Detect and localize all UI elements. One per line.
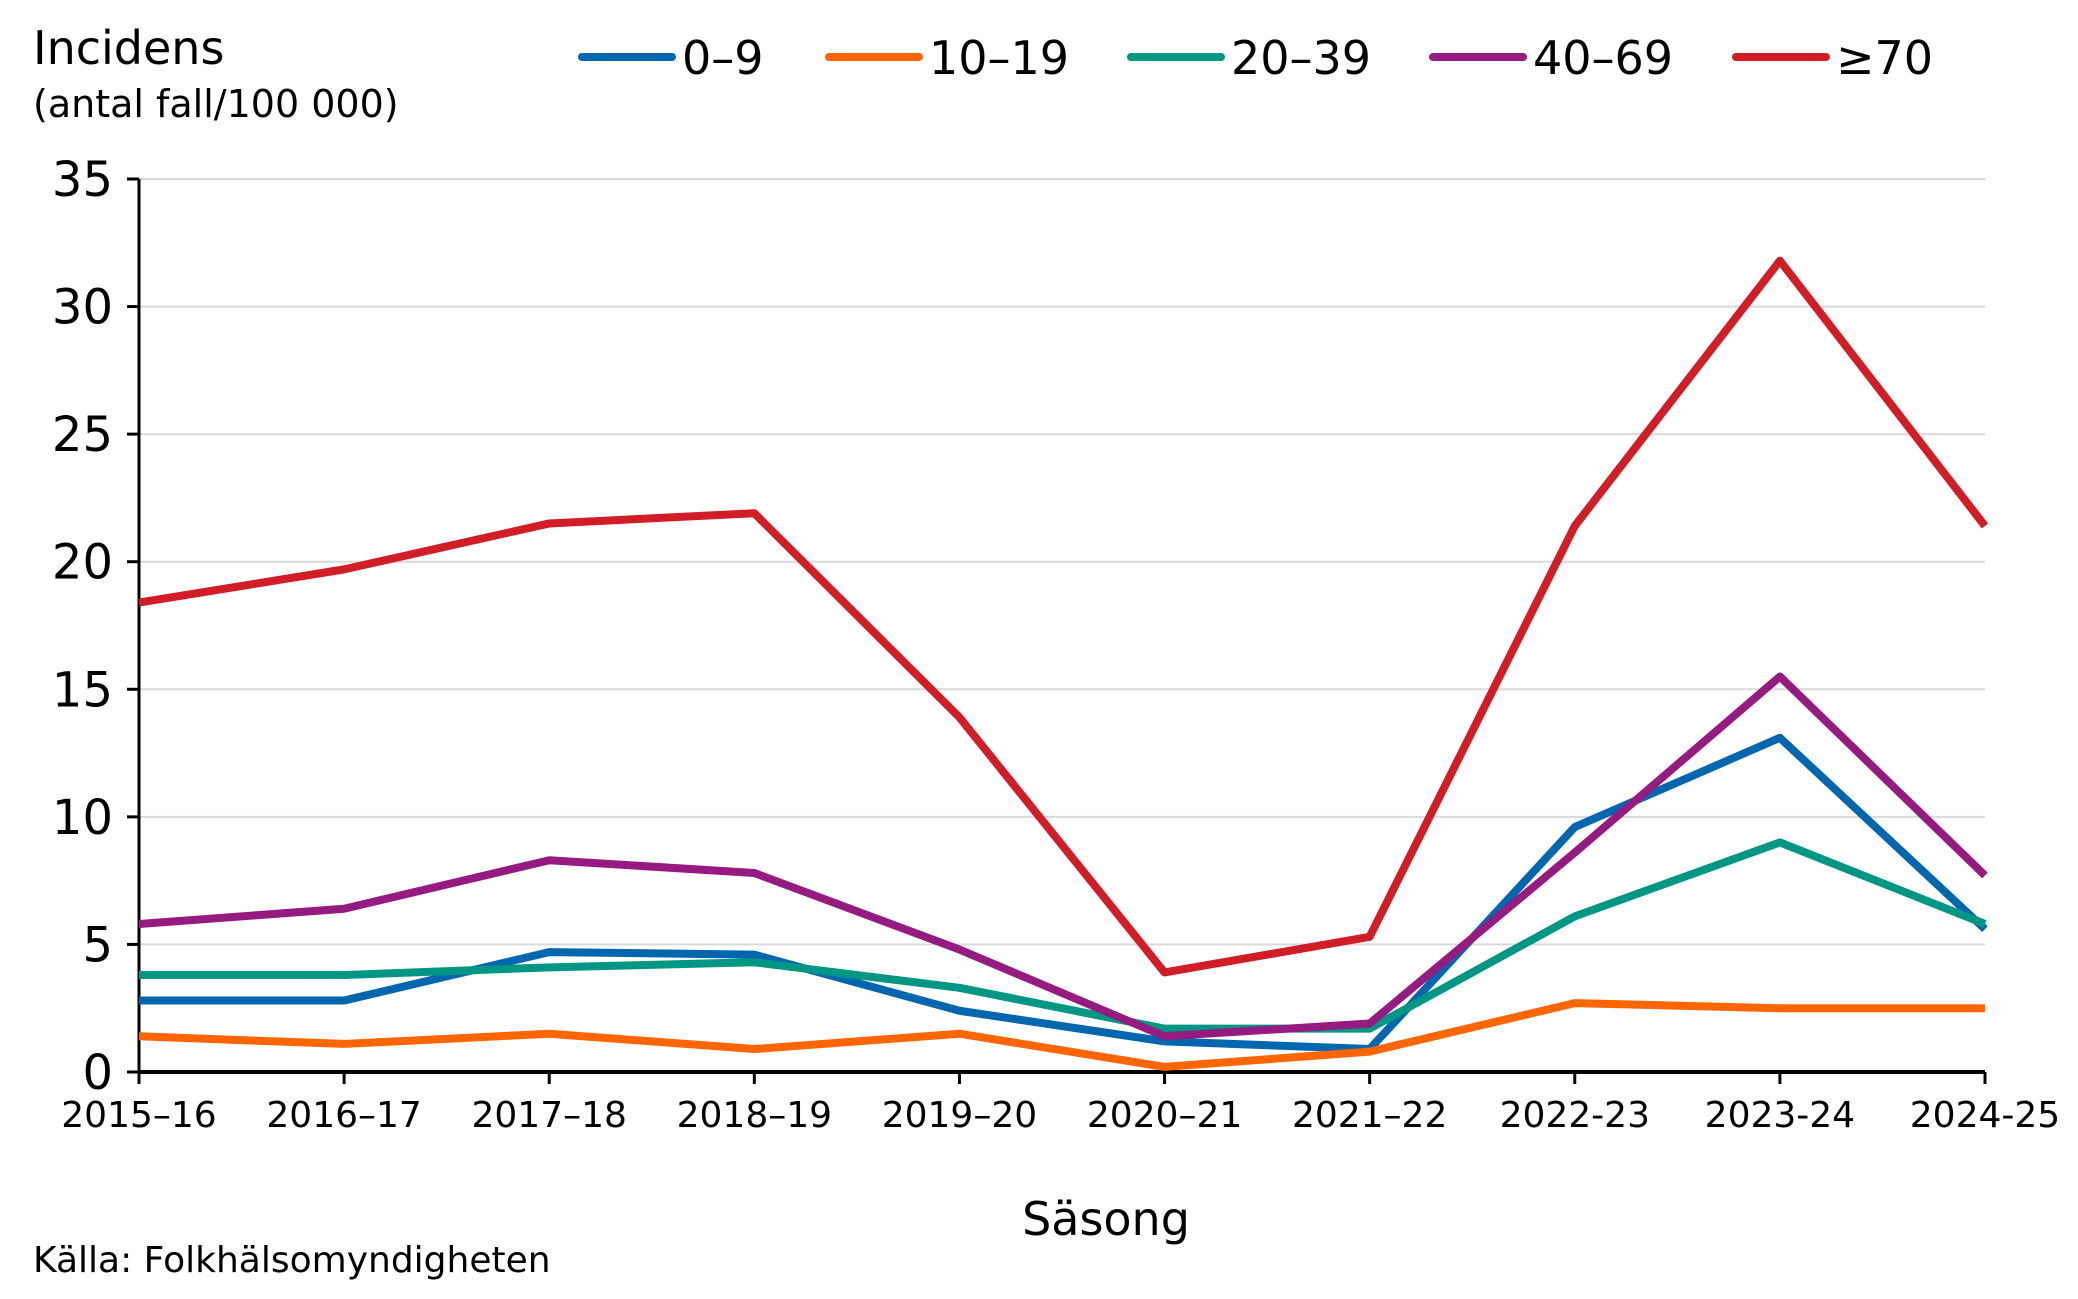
series-line-2 (139, 838, 1987, 1033)
x-tick-label: 2016–17 (266, 1095, 421, 1136)
y-tick-label: 25 (52, 407, 113, 463)
legend-label: 0–9 (682, 31, 764, 85)
legend-label: ≥70 (1836, 31, 1933, 85)
series-line-1 (138, 999, 1985, 1071)
x-tick-label: 2022-23 (1500, 1095, 1650, 1136)
source-note: Källa: Folkhälsomyndigheten (33, 1240, 551, 1281)
y-tick-label: 0 (82, 1045, 113, 1101)
legend-label: 20–39 (1231, 31, 1371, 85)
series-line-4 (138, 256, 1989, 977)
y-axis-title: Incidens (33, 21, 224, 75)
x-tick-label: 2024-25 (1910, 1095, 2060, 1136)
y-tick-label: 35 (52, 152, 113, 208)
legend-label: 10–19 (929, 31, 1069, 85)
series-line-0 (139, 733, 1988, 1054)
x-tick-label: 2019–20 (882, 1095, 1037, 1136)
y-axis-subtitle: (antal fall/100 000) (33, 82, 399, 126)
y-tick-label: 20 (52, 535, 113, 591)
series-line-3 (138, 672, 1988, 1041)
y-tick-label: 30 (52, 280, 113, 336)
x-tick-label: 2021–22 (1292, 1095, 1447, 1136)
x-tick-label: 2018–19 (677, 1095, 832, 1136)
y-tick-label: 15 (52, 662, 113, 718)
x-tick-label: 2020–21 (1087, 1095, 1242, 1136)
x-tick-label: 2023-24 (1705, 1095, 1855, 1136)
x-tick-label: 2017–18 (472, 1095, 627, 1136)
y-tick-label: 10 (52, 790, 113, 846)
y-tick-label: 5 (82, 917, 113, 973)
legend-label: 40–69 (1533, 31, 1673, 85)
x-axis-title: Säsong (1022, 1192, 1190, 1246)
legend: 0–9 10–19 20–39 40–69 ≥70 (578, 31, 1933, 85)
x-tick-label: 2015–16 (61, 1095, 216, 1136)
